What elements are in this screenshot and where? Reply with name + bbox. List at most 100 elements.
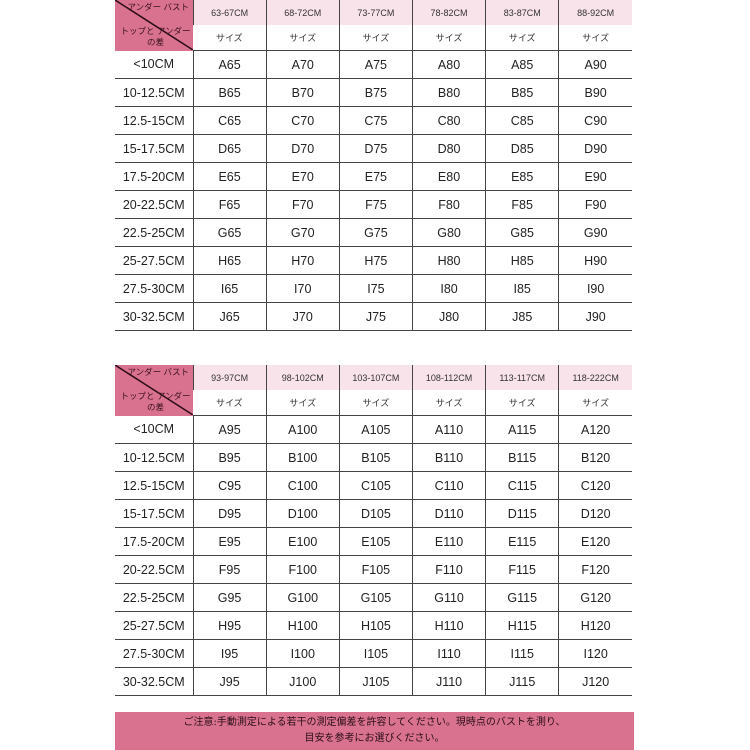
table-row: 30-32.5CM J95 J100 J105 J110 J115 J120 xyxy=(115,667,632,696)
size-cell: D85 xyxy=(485,134,559,163)
size-cell: B120 xyxy=(558,443,632,472)
size-cell: B75 xyxy=(338,78,413,107)
size-cell: E65 xyxy=(192,162,267,191)
notice-banner: ご注意:手動測定による若干の測定偏差を許容してください。現時点のバストを測り、 … xyxy=(115,712,634,750)
size-cell: H110 xyxy=(411,611,486,640)
size-cell: C105 xyxy=(338,471,413,500)
size-cell: C115 xyxy=(485,471,559,500)
table-row: 15-17.5CM D95 D100 D105 D110 D115 D120 xyxy=(115,499,632,528)
size-cell: G90 xyxy=(558,218,632,247)
size-cell: B105 xyxy=(338,443,413,472)
size-cell: F110 xyxy=(411,555,486,584)
size-cell: J90 xyxy=(558,302,632,331)
size-cell: E90 xyxy=(558,162,632,191)
table-row: 12.5-15CM C65 C70 C75 C80 C85 C90 xyxy=(115,106,632,135)
size-cell: I70 xyxy=(265,274,340,303)
difference-label: 30-32.5CM xyxy=(115,302,193,331)
size-cell: A95 xyxy=(192,415,267,444)
difference-label: 15-17.5CM xyxy=(115,134,193,163)
size-cell: H100 xyxy=(265,611,340,640)
size-cell: A120 xyxy=(558,415,632,444)
size-cell: J95 xyxy=(192,667,267,696)
difference-label: 27.5-30CM xyxy=(115,639,193,668)
size-cell: G85 xyxy=(485,218,559,247)
diagonal-line xyxy=(115,365,193,415)
size-cell: E85 xyxy=(485,162,559,191)
table-row: 27.5-30CM I95 I100 I105 I110 I115 I120 xyxy=(115,639,632,668)
size-cell: F105 xyxy=(338,555,413,584)
size-cell: E105 xyxy=(338,527,413,556)
size-cell: D95 xyxy=(192,499,267,528)
size-cell: D80 xyxy=(411,134,486,163)
size-cell: H70 xyxy=(265,246,340,275)
size-cell: G65 xyxy=(192,218,267,247)
size-cell: J85 xyxy=(485,302,559,331)
size-cell: D105 xyxy=(338,499,413,528)
size-cell: D70 xyxy=(265,134,340,163)
difference-label: 17.5-20CM xyxy=(115,162,193,191)
size-cell: D90 xyxy=(558,134,632,163)
diagonal-line xyxy=(115,0,193,50)
size-label: サイズ xyxy=(411,390,486,416)
underbust-range: 63-67CM xyxy=(192,0,267,25)
size-label: サイズ xyxy=(411,25,486,51)
size-label-row: サイズ サイズ サイズ サイズ サイズ サイズ xyxy=(115,25,632,51)
underbust-range: 98-102CM xyxy=(265,365,340,390)
difference-label: 12.5-15CM xyxy=(115,106,193,135)
size-cell: G95 xyxy=(192,583,267,612)
underbust-range: 88-92CM xyxy=(558,0,632,25)
size-cell: H105 xyxy=(338,611,413,640)
size-cell: E120 xyxy=(558,527,632,556)
underbust-range: 103-107CM xyxy=(338,365,413,390)
size-cell: B90 xyxy=(558,78,632,107)
size-cell: E80 xyxy=(411,162,486,191)
underbust-range: 83-87CM xyxy=(485,0,559,25)
size-cell: D65 xyxy=(192,134,267,163)
size-cell: F75 xyxy=(338,190,413,219)
size-cell: F70 xyxy=(265,190,340,219)
size-cell: C85 xyxy=(485,106,559,135)
size-cell: D110 xyxy=(411,499,486,528)
size-cell: I120 xyxy=(558,639,632,668)
size-cell: H115 xyxy=(485,611,559,640)
size-cell: J80 xyxy=(411,302,486,331)
table-row: 15-17.5CM D65 D70 D75 D80 D85 D90 xyxy=(115,134,632,163)
size-cell: H75 xyxy=(338,246,413,275)
size-cell: C110 xyxy=(411,471,486,500)
size-cell: C80 xyxy=(411,106,486,135)
table-row: <10CM A65 A70 A75 A80 A85 A90 xyxy=(115,50,632,79)
size-label-row: サイズ サイズ サイズ サイズ サイズ サイズ xyxy=(115,390,632,416)
size-cell: J70 xyxy=(265,302,340,331)
size-cell: A70 xyxy=(265,50,340,79)
size-cell: C120 xyxy=(558,471,632,500)
table-row: 22.5-25CM G95 G100 G105 G110 G115 G120 xyxy=(115,583,632,612)
size-cell: B95 xyxy=(192,443,267,472)
size-cell: I65 xyxy=(192,274,267,303)
size-cell: E115 xyxy=(485,527,559,556)
size-cell: F115 xyxy=(485,555,559,584)
size-cell: H90 xyxy=(558,246,632,275)
size-cell: I115 xyxy=(485,639,559,668)
underbust-range: 93-97CM xyxy=(192,365,267,390)
underbust-range: 73-77CM xyxy=(338,0,413,25)
size-cell: A110 xyxy=(411,415,486,444)
size-cell: A105 xyxy=(338,415,413,444)
size-cell: A100 xyxy=(265,415,340,444)
size-cell: A80 xyxy=(411,50,486,79)
size-label: サイズ xyxy=(193,25,267,51)
size-cell: F85 xyxy=(485,190,559,219)
size-table-1: アンダー バスト トップと アンダーの差 63-67CM 68-72CM 73-77CM… xyxy=(115,0,632,331)
size-cell: I90 xyxy=(558,274,632,303)
size-cell: H85 xyxy=(485,246,559,275)
size-cell: J75 xyxy=(338,302,413,331)
underbust-range: 78-82CM xyxy=(411,0,486,25)
table-row: 22.5-25CM G65 G70 G75 G80 G85 G90 xyxy=(115,218,632,247)
size-cell: I75 xyxy=(338,274,413,303)
size-cell: G70 xyxy=(265,218,340,247)
size-label: サイズ xyxy=(558,390,632,416)
size-cell: H65 xyxy=(192,246,267,275)
difference-label: 15-17.5CM xyxy=(115,499,193,528)
size-cell: C90 xyxy=(558,106,632,135)
table-row: 10-12.5CM B65 B70 B75 B80 B85 B90 xyxy=(115,78,632,107)
size-cell: I80 xyxy=(411,274,486,303)
